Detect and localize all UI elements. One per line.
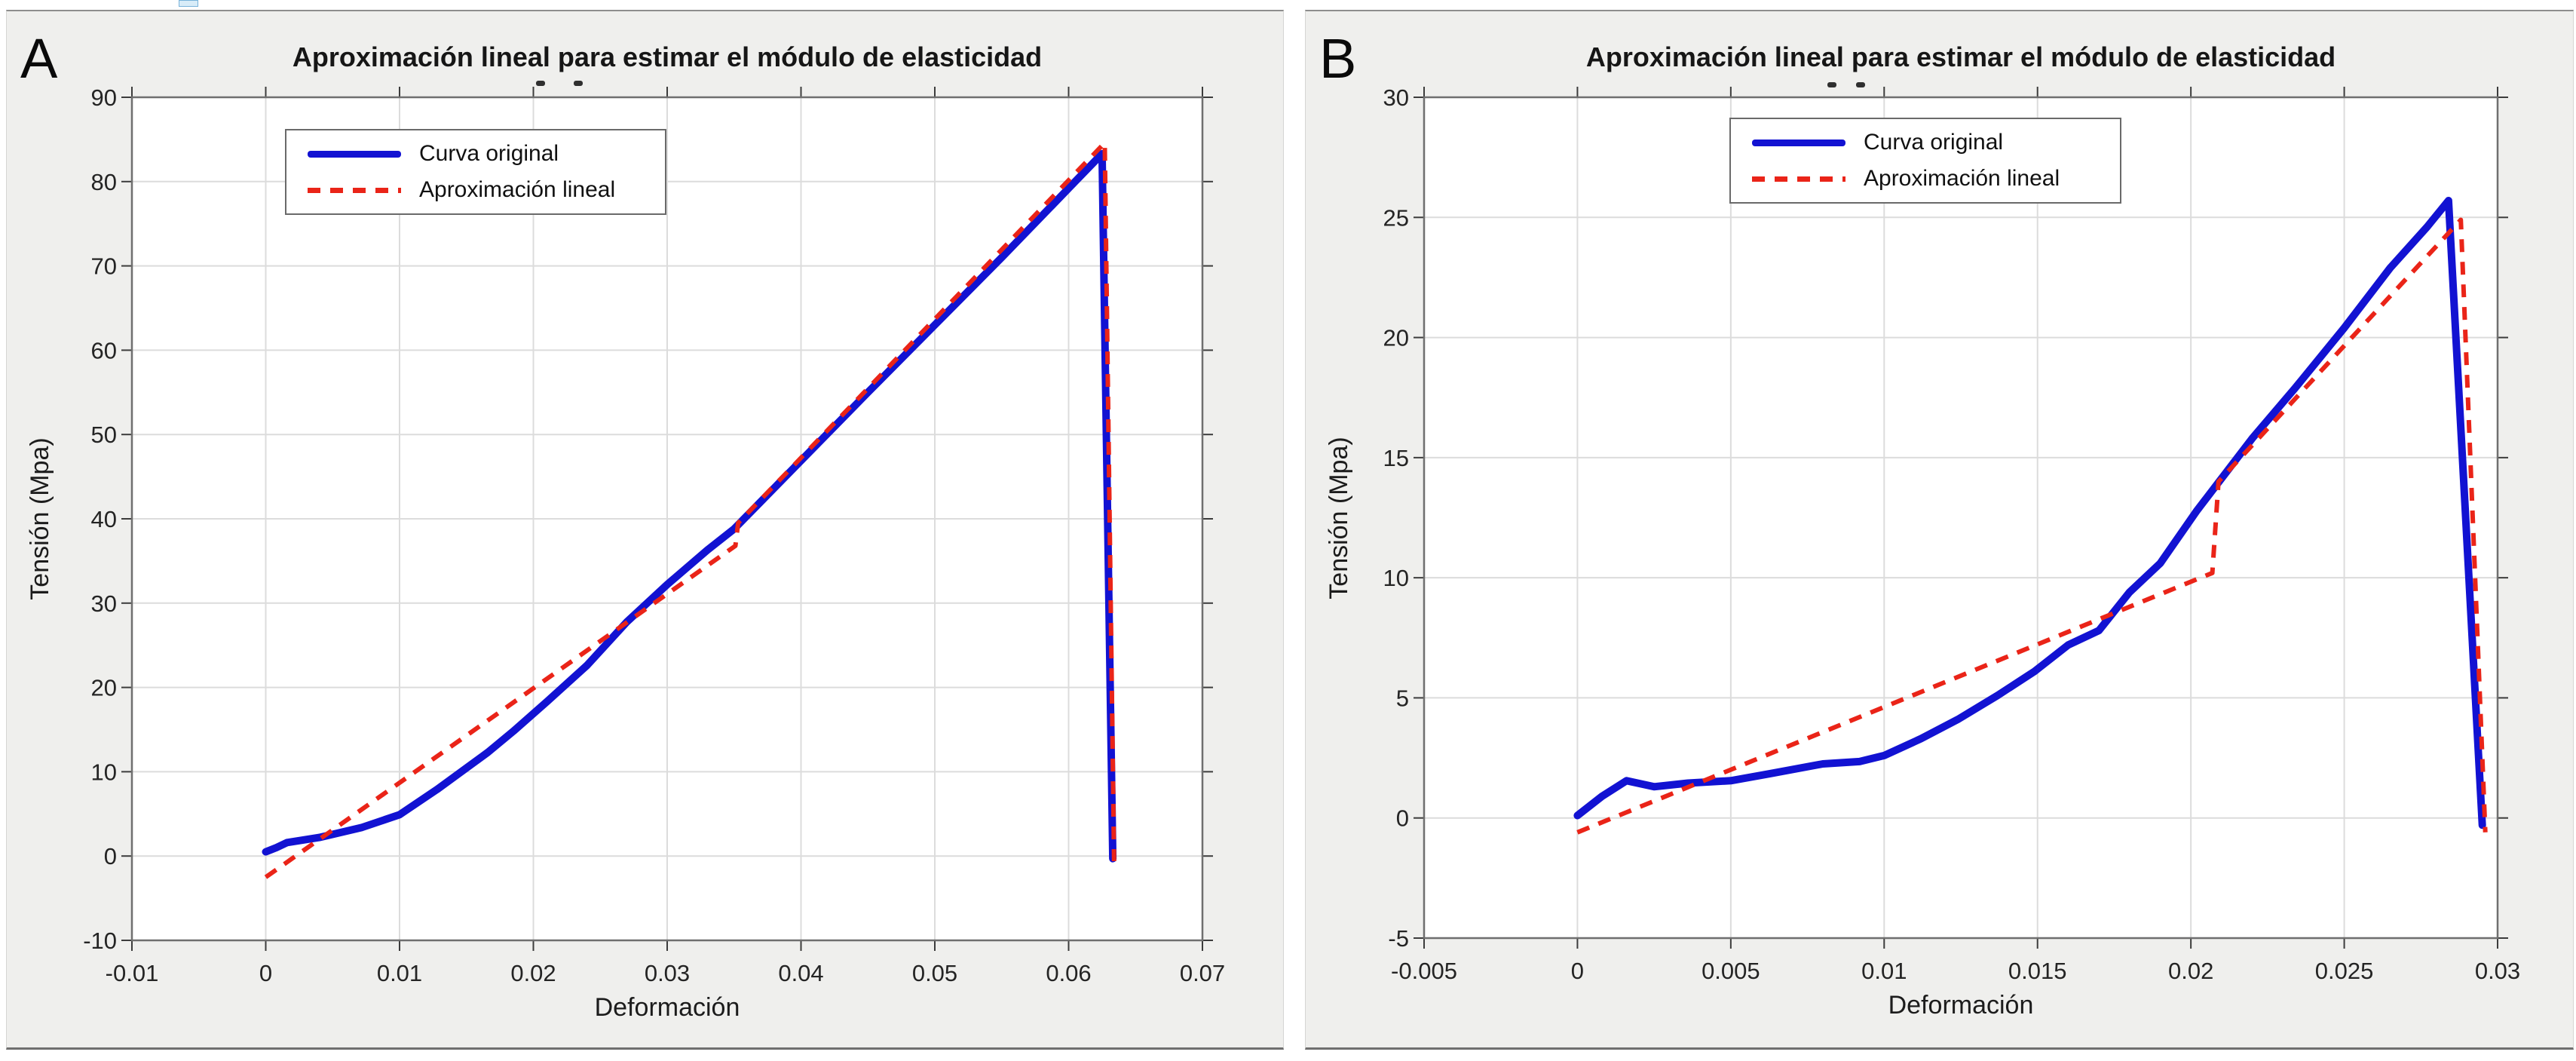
y-tick-label: 60 [91, 337, 117, 363]
legend-b: Curva original Aproximación lineal [1729, 118, 2121, 204]
x-tick-label: 0.01 [1861, 958, 1907, 984]
y-tick-label: 25 [1383, 204, 1409, 231]
series-original-curve [1573, 197, 2486, 829]
plot-area-a: -0.01 0 0.01 0.02 0.03 0.04 0.05 0.06 0.07 -10 0 10… [83, 84, 1225, 986]
y-tick-label: 20 [1383, 325, 1409, 351]
x-tick-label: 0.03 [645, 960, 690, 986]
x-tick-label: 0 [1571, 958, 1584, 984]
axes-box [130, 96, 1204, 942]
y-tick-label: -5 [1388, 925, 1409, 952]
x-tick-label: -0.01 [106, 960, 159, 986]
legend-line-solid-icon [308, 150, 401, 158]
legend-line-solid-icon [1752, 139, 1845, 146]
series-linear-approximation [1576, 217, 2488, 835]
panel-a: -0.01 0 0.01 0.02 0.03 0.04 0.05 0.06 0.07 -10 0 10… [6, 10, 1284, 1050]
panel-label-b: B [1319, 27, 1357, 90]
legend-line-dashed-icon [1752, 176, 1845, 182]
x-tick-label: -0.005 [1391, 958, 1457, 984]
axes-box [1423, 96, 2499, 940]
y-tick-label: 50 [91, 422, 117, 448]
legend-line-dashed-icon [308, 187, 401, 193]
x-tick-label: 0.05 [912, 960, 957, 986]
y-tick-label: 20 [91, 675, 117, 701]
y-tick-label: 40 [91, 506, 117, 532]
legend-a: Curva original Aproximación lineal [285, 129, 666, 215]
panel-label-a: A [20, 27, 58, 90]
chart-title-b: Aproximación lineal para estimar el módu… [1585, 41, 2336, 72]
y-tick-label: -10 [83, 928, 117, 954]
plot-area-b: -0.005 0 0.005 0.01 0.015 0.02 0.025 0.03 -5 0 5 10… [1383, 84, 2521, 984]
legend-item-original: Curva original [1752, 130, 2120, 155]
x-tick-label: 0.005 [1702, 958, 1760, 984]
y-tick-label: 0 [104, 843, 117, 869]
x-tick-label: 0.025 [2315, 958, 2374, 984]
x-tick-label: 0.07 [1180, 960, 1225, 986]
y-tick-label: 0 [1396, 805, 1409, 832]
y-axis-label-a: Tensión (Mpa) [26, 437, 54, 600]
y-tick-label: 10 [91, 759, 117, 785]
legend-label-original: Curva original [1864, 130, 2004, 155]
y-tick-label: 15 [1383, 445, 1409, 471]
x-tick-label: 0 [259, 960, 272, 986]
panel-b: -0.005 0 0.005 0.01 0.015 0.02 0.025 0.03 -5 0 5 10… [1305, 10, 2574, 1050]
series-original-curve [262, 149, 1117, 863]
series-linear-approximation [264, 140, 1116, 879]
legend-item-approx: Aproximación lineal [308, 177, 665, 203]
y-tick-label: 80 [91, 169, 117, 195]
y-tick-label: 90 [91, 84, 117, 111]
x-tick-label: 0.01 [377, 960, 422, 986]
y-tick-label: 5 [1396, 685, 1409, 711]
y-axis-label-b: Tensión (Mpa) [1325, 436, 1353, 599]
x-tick-label: 0.02 [510, 960, 556, 986]
x-tick-label: 0.06 [1046, 960, 1091, 986]
y-tick-label: 10 [1383, 565, 1409, 591]
legend-item-approx: Aproximación lineal [1752, 166, 2120, 192]
y-tick-label: 30 [91, 590, 117, 617]
y-tick-label: 70 [91, 253, 117, 280]
y-tick-label: 30 [1383, 84, 1409, 111]
x-tick-label: 0.02 [2168, 958, 2213, 984]
x-tick-label: 0.03 [2475, 958, 2520, 984]
legend-item-original: Curva original [308, 141, 665, 167]
x-axis-label-a: Deformación [594, 993, 740, 1022]
legend-label-approx: Aproximación lineal [1864, 166, 2060, 191]
legend-label-approx: Aproximación lineal [419, 177, 616, 202]
x-axis-label-b: Deformación [1888, 991, 2034, 1020]
chart-title-a: Aproximación lineal para estimar el módu… [292, 41, 1043, 72]
legend-label-original: Curva original [419, 141, 559, 166]
x-tick-label: 0.015 [2008, 958, 2067, 984]
screenshot-artifact [179, 0, 198, 7]
x-tick-label: 0.04 [778, 960, 823, 986]
